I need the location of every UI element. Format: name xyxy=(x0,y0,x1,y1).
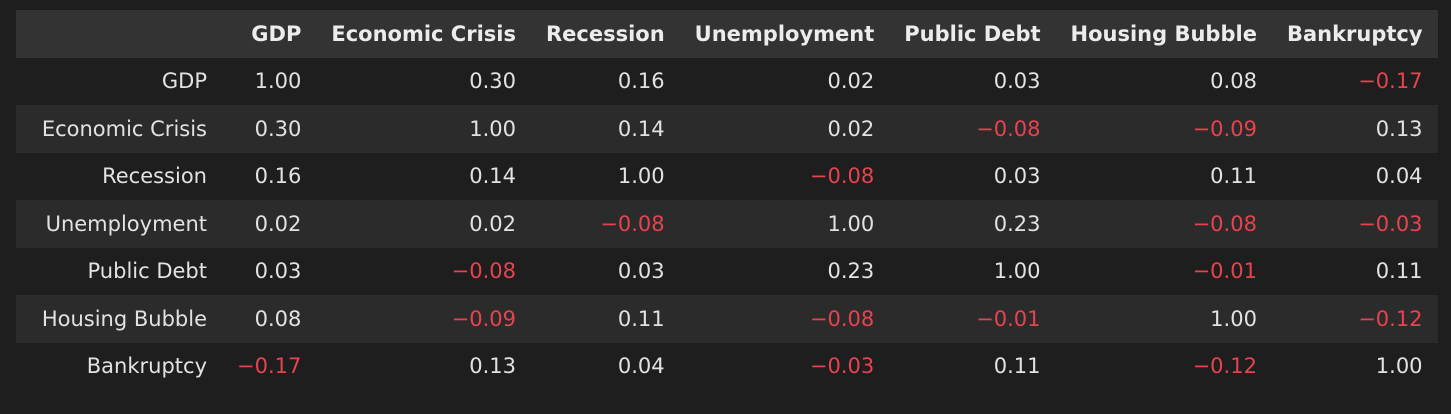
row-label-public-debt: Public Debt xyxy=(16,247,222,295)
cell-unemployment-unemployment: 1.00 xyxy=(679,200,890,248)
row-label-unemployment: Unemployment xyxy=(16,200,222,248)
table-header: GDP Economic Crisis Recession Unemployment P… xyxy=(16,10,1438,58)
cell-recession-economic-crisis: 0.14 xyxy=(316,152,531,200)
cell-gdp-gdp: 1.00 xyxy=(222,57,317,105)
cell-public-debt-economic-crisis: −0.08 xyxy=(316,247,531,295)
cell-housing-bubble-recession: 0.11 xyxy=(530,295,680,343)
cell-bankruptcy-economic-crisis: 0.13 xyxy=(316,342,531,390)
row-label-economic-crisis: Economic Crisis xyxy=(16,105,222,153)
table-row-housing-bubble: Housing Bubble 0.08 −0.09 0.11 −0.08 −0.01 1.0… xyxy=(16,295,1438,343)
cell-gdp-unemployment: 0.02 xyxy=(679,57,890,105)
cell-gdp-bankruptcy: −0.17 xyxy=(1271,57,1438,105)
cell-housing-bubble-housing-bubble: 1.00 xyxy=(1055,295,1272,343)
table-row-gdp: GDP 1.00 0.30 0.16 0.02 0.03 0.08 −0.17 xyxy=(16,57,1438,105)
cell-recession-public-debt: 0.03 xyxy=(889,152,1056,200)
cell-public-debt-housing-bubble: −0.01 xyxy=(1055,247,1272,295)
cell-public-debt-bankruptcy: 0.11 xyxy=(1271,247,1438,295)
cell-unemployment-public-debt: 0.23 xyxy=(889,200,1056,248)
table-row-recession: Recession 0.16 0.14 1.00 −0.08 0.03 0.11 0.04 xyxy=(16,152,1438,200)
cell-gdp-recession: 0.16 xyxy=(530,57,680,105)
cell-public-debt-public-debt: 1.00 xyxy=(889,247,1056,295)
cell-recession-housing-bubble: 0.11 xyxy=(1055,152,1272,200)
table-row-bankruptcy: Bankruptcy −0.17 0.13 0.04 −0.03 0.11 −0.12 1.0… xyxy=(16,342,1438,390)
row-label-bankruptcy: Bankruptcy xyxy=(16,342,222,390)
cell-bankruptcy-bankruptcy: 1.00 xyxy=(1271,342,1438,390)
column-header-housing-bubble: Housing Bubble xyxy=(1055,10,1272,58)
row-label-gdp: GDP xyxy=(16,57,222,105)
correlation-table: GDP Economic Crisis Recession Unemployment P… xyxy=(16,10,1438,390)
cell-bankruptcy-recession: 0.04 xyxy=(530,342,680,390)
table-row-unemployment: Unemployment 0.02 0.02 −0.08 1.00 0.23 −0.08 −0… xyxy=(16,200,1438,248)
cell-bankruptcy-public-debt: 0.11 xyxy=(889,342,1056,390)
cell-housing-bubble-economic-crisis: −0.09 xyxy=(316,295,531,343)
cell-public-debt-unemployment: 0.23 xyxy=(679,247,890,295)
column-header-recession: Recession xyxy=(530,10,680,58)
cell-unemployment-gdp: 0.02 xyxy=(222,200,317,248)
cell-economic-crisis-recession: 0.14 xyxy=(530,105,680,153)
cell-recession-bankruptcy: 0.04 xyxy=(1271,152,1438,200)
cell-recession-unemployment: −0.08 xyxy=(679,152,890,200)
cell-housing-bubble-bankruptcy: −0.12 xyxy=(1271,295,1438,343)
cell-public-debt-recession: 0.03 xyxy=(530,247,680,295)
cell-economic-crisis-economic-crisis: 1.00 xyxy=(316,105,531,153)
column-header-unemployment: Unemployment xyxy=(679,10,890,58)
cell-economic-crisis-housing-bubble: −0.09 xyxy=(1055,105,1272,153)
cell-bankruptcy-housing-bubble: −0.12 xyxy=(1055,342,1272,390)
column-header-bankruptcy: Bankruptcy xyxy=(1271,10,1438,58)
cell-unemployment-bankruptcy: −0.03 xyxy=(1271,200,1438,248)
table-row-economic-crisis: Economic Crisis 0.30 1.00 0.14 0.02 −0.08 −0.0… xyxy=(16,105,1438,153)
header-row: GDP Economic Crisis Recession Unemployment P… xyxy=(16,10,1438,58)
cell-unemployment-economic-crisis: 0.02 xyxy=(316,200,531,248)
cell-economic-crisis-bankruptcy: 0.13 xyxy=(1271,105,1438,153)
column-header-economic-crisis: Economic Crisis xyxy=(316,10,531,58)
correlation-table-container: GDP Economic Crisis Recession Unemployment P… xyxy=(16,10,1438,390)
cell-housing-bubble-public-debt: −0.01 xyxy=(889,295,1056,343)
cell-housing-bubble-unemployment: −0.08 xyxy=(679,295,890,343)
cell-economic-crisis-gdp: 0.30 xyxy=(222,105,317,153)
cell-recession-recession: 1.00 xyxy=(530,152,680,200)
cell-bankruptcy-unemployment: −0.03 xyxy=(679,342,890,390)
cell-unemployment-recession: −0.08 xyxy=(530,200,680,248)
cell-gdp-housing-bubble: 0.08 xyxy=(1055,57,1272,105)
table-body: GDP 1.00 0.30 0.16 0.02 0.03 0.08 −0.17 Economic… xyxy=(16,57,1438,390)
cell-public-debt-gdp: 0.03 xyxy=(222,247,317,295)
cell-unemployment-housing-bubble: −0.08 xyxy=(1055,200,1272,248)
table-row-public-debt: Public Debt 0.03 −0.08 0.03 0.23 1.00 −0.01 0.1… xyxy=(16,247,1438,295)
cell-gdp-economic-crisis: 0.30 xyxy=(316,57,531,105)
cell-recession-gdp: 0.16 xyxy=(222,152,317,200)
cell-bankruptcy-gdp: −0.17 xyxy=(222,342,317,390)
corner-cell xyxy=(16,10,222,58)
cell-housing-bubble-gdp: 0.08 xyxy=(222,295,317,343)
cell-gdp-public-debt: 0.03 xyxy=(889,57,1056,105)
row-label-housing-bubble: Housing Bubble xyxy=(16,295,222,343)
row-label-recession: Recession xyxy=(16,152,222,200)
cell-economic-crisis-public-debt: −0.08 xyxy=(889,105,1056,153)
cell-economic-crisis-unemployment: 0.02 xyxy=(679,105,890,153)
column-header-public-debt: Public Debt xyxy=(889,10,1056,58)
column-header-gdp: GDP xyxy=(222,10,317,58)
